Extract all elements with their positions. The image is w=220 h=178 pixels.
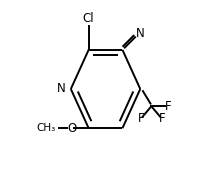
Text: F: F <box>138 112 144 125</box>
Text: Cl: Cl <box>83 12 94 25</box>
Text: F: F <box>159 112 165 125</box>
Text: N: N <box>136 27 145 40</box>
Text: N: N <box>57 82 65 96</box>
Text: F: F <box>165 100 171 113</box>
Text: CH₃: CH₃ <box>37 123 56 133</box>
Text: O: O <box>67 122 76 135</box>
